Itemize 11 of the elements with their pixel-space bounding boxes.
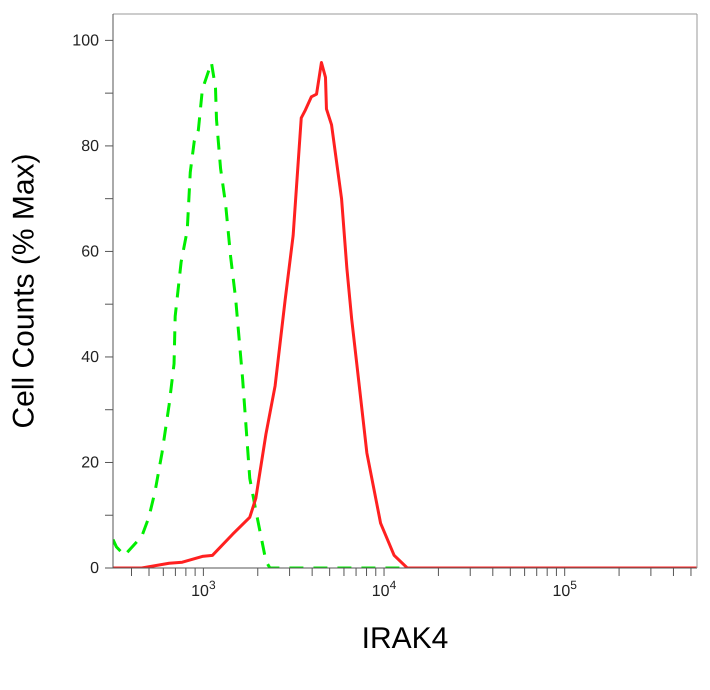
- y-tick-label: 0: [90, 560, 100, 577]
- x-tick-label: 10$^{5}$: [552, 578, 578, 600]
- y-tick-label: 80: [81, 138, 100, 155]
- y-tick-label: 100: [72, 32, 100, 50]
- x-tick-label: 10$^{4}$: [372, 578, 397, 600]
- y-axis-title: Cell Counts (% Max): [8, 153, 41, 429]
- y-tick-label: 20: [81, 454, 100, 472]
- y-tick-label: 60: [81, 243, 100, 260]
- x-tick-label: 10$^{3}$: [191, 578, 216, 600]
- y-tick-label: 40: [81, 348, 100, 366]
- x-axis-title: IRAK4: [362, 622, 448, 655]
